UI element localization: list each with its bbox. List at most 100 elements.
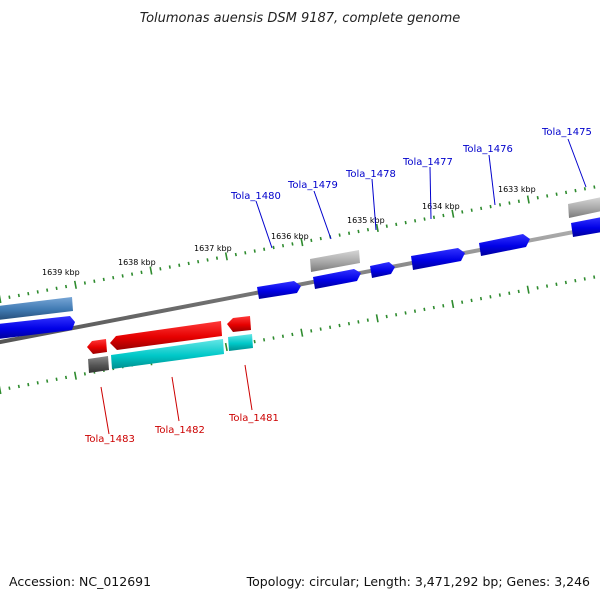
gene-label-tola-1482: Tola_1482 [154,425,205,436]
outer-tick-44 [414,219,417,223]
feature-steel-outer [0,297,73,320]
outer-tick-48 [451,209,455,218]
map-title: Tolumonas auensis DSM 9187, complete gen… [140,11,461,26]
leader-tola-1481 [244,364,253,411]
outer-tick-47 [442,213,445,218]
inner-tick-56 [526,285,530,294]
inner-tick-37 [347,321,351,326]
outer-tick-6 [55,286,58,291]
outer-tick-11 [102,277,105,282]
outer-tick-18 [168,265,171,269]
outer-tick-50 [470,208,473,212]
inner-tick-6 [55,377,58,381]
inner-tick-60 [564,280,567,285]
gene-label-tola-1483: Tola_1483 [84,434,135,445]
inner-tick-5 [46,379,49,383]
outer-tick-58 [546,194,549,198]
inner-tick-42 [395,313,398,317]
outer-tick-53 [498,203,502,207]
inner-tick-1 [8,386,11,390]
leader-tola-1483 [100,386,110,435]
outer-tick-1 [8,295,11,299]
scale-label-1636: 1636 kbp [271,232,309,241]
outer-tick-ring [0,185,596,304]
inner-tick-58 [545,284,549,288]
inner-tick-4 [36,381,39,385]
outer-tick-7 [64,284,68,289]
inner-tick-62 [583,277,586,281]
inner-tick-0 [0,385,2,395]
topology-text: Topology: circular; Length: 3,471,292 bp… [246,574,590,589]
scale-label-1637: 1637 kbp [194,244,232,253]
inner-tick-39 [366,318,369,322]
outer-tick-43 [404,220,407,225]
inner-tick-27 [253,339,256,344]
inner-tick-2 [17,384,20,389]
outer-tick-0 [0,294,2,304]
cds-tola-1480 [257,281,301,299]
outer-tick-19 [178,263,181,267]
outer-tick-20 [187,261,190,266]
outer-tick-13 [121,274,124,278]
leader-tola-1480 [255,200,273,249]
outer-tick-14 [130,272,134,276]
gene-label-tola-1476: Tola_1476 [462,144,513,155]
inner-tick-24 [224,342,228,352]
leader-tola-1479 [313,190,332,240]
inner-tick-49 [461,300,464,304]
inner-tick-35 [329,325,332,330]
outer-tick-60 [564,190,568,195]
outer-tick-56 [526,195,530,204]
outer-tick-5 [46,288,49,292]
inner-tick-48 [451,299,455,309]
inner-tick-7 [64,375,68,380]
outer-tick-34 [319,236,322,241]
inner-tick-3 [27,382,30,387]
feature-cyan-inner-1 [111,339,224,369]
outer-tick-38 [357,229,360,234]
inner-tick-8 [73,371,77,380]
gene-label-tola-1481: Tola_1481 [228,413,279,424]
outer-tick-8 [73,280,77,289]
outer-tick-10 [93,279,96,283]
inner-tick-33 [310,329,313,333]
cds-tola-1482 [110,321,222,350]
outer-tick-4 [36,290,39,294]
outer-tick-39 [366,227,370,232]
outer-tick-3 [27,291,30,296]
outer-tick-51 [480,206,483,211]
inner-tick-50 [470,298,473,303]
inner-tick-55 [517,289,520,294]
cds-forward-left [0,316,75,339]
inner-tick-28 [262,338,266,342]
leader-tola-1478 [371,178,377,231]
outer-tick-12 [112,275,115,280]
inner-tick-53 [498,293,501,297]
outer-tick-28 [263,247,266,251]
scale-label-1635: 1635 kbp [347,216,385,225]
inner-tick-31 [291,332,294,337]
outer-tick-59 [555,192,558,196]
outer-tick-36 [338,233,341,237]
outer-tick-37 [347,231,351,235]
outer-tick-45 [423,217,426,221]
feature-grey-outer-2 [568,197,600,218]
leader-tola-1482 [171,376,180,422]
outer-tick-23 [215,256,219,260]
outer-tick-40 [375,223,379,233]
outer-tick-63 [593,185,596,189]
outer-tick-17 [159,267,162,271]
inner-tick-29 [272,336,275,340]
inner-tick-32 [300,328,304,337]
inner-tick-46 [432,305,435,310]
scale-label-1634: 1634 kbp [422,202,460,211]
outer-tick-54 [508,201,511,205]
outer-tick-32 [300,238,304,247]
inner-tick-61 [574,278,577,283]
inner-tick-40 [375,314,379,323]
gene-label-tola-1480: Tola_1480 [230,191,281,202]
outer-tick-42 [395,222,398,227]
accession-text: Accession: NC_012691 [9,574,151,589]
scale-label-1633: 1633 kbp [498,185,536,194]
